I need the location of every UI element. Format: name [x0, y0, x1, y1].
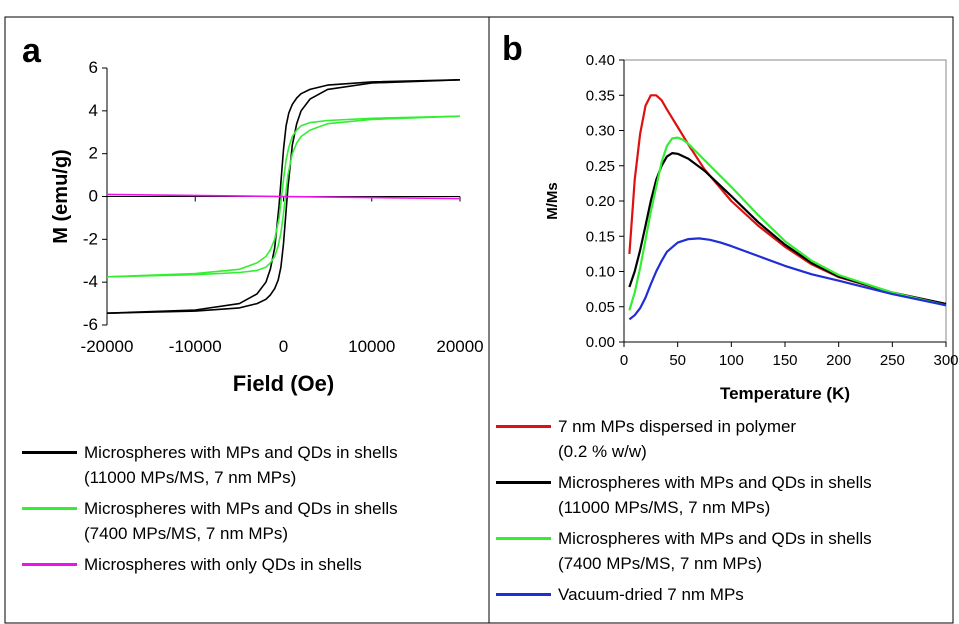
- legend-item: Microspheres with MPs and QDs in shells (…: [22, 496, 487, 546]
- y-tick-label: 0.35: [586, 87, 615, 104]
- y-tick-label: 6: [89, 58, 98, 77]
- legend-label: Microspheres with only QDs in shells: [84, 555, 362, 574]
- series-line: [628, 94, 947, 305]
- y-tick-label: 0.00: [586, 334, 615, 351]
- y-tick-label: 0.25: [586, 158, 615, 175]
- panel-a: a 6 4 2 0 -2 -4 -6 -20000 -10000 0 10000 20000 Field…: [22, 32, 484, 396]
- legend-item: Microspheres with MPs and QDs in shells (…: [496, 470, 956, 520]
- y-axis-title: M/Ms: [544, 182, 561, 220]
- y-tick-label: -2: [83, 229, 98, 248]
- series-1: [628, 94, 947, 305]
- legend-label: (11000 MPs/MS, 7 nm MPs): [558, 498, 771, 517]
- legend-item: Microspheres with only QDs in shells: [22, 552, 487, 577]
- y-tick-label: 2: [89, 144, 98, 163]
- plot-area-a: 6 4 2 0 -2 -4 -6 -20000 -10000 0 10000 20000 Field (…: [50, 58, 484, 396]
- x-tick-label: 0: [620, 352, 628, 369]
- legend-swatch: [496, 425, 551, 428]
- legend-label: (11000 MPs/MS, 7 nm MPs): [84, 468, 297, 487]
- legend-item: Microspheres with MPs and QDs in shells (…: [496, 526, 956, 576]
- series-line: [106, 115, 461, 278]
- legend-label: 7 nm MPs dispersed in polymer: [558, 417, 797, 436]
- legend-a: Microspheres with MPs and QDs in shells (…: [22, 440, 487, 583]
- legend-label: Microspheres with MPs and QDs in shells: [84, 443, 398, 462]
- y-tick-label: 0.40: [586, 52, 615, 69]
- legend-item: Microspheres with MPs and QDs in shells (…: [22, 440, 487, 490]
- legend-label: Microspheres with MPs and QDs in shells: [84, 499, 398, 518]
- legend-label: Microspheres with MPs and QDs in shells: [558, 529, 872, 548]
- legend-swatch: [22, 451, 77, 454]
- series-line: [106, 79, 461, 314]
- panel-b: b 0.40 0.35 0.30 0.25 0.20 0.15 0.10 0.05 0.00 0 5…: [502, 30, 959, 403]
- x-tick-label: -10000: [169, 337, 222, 356]
- x-tick-label: 20000: [436, 337, 483, 356]
- panel-label-a: a: [22, 32, 42, 70]
- y-tick-label: 0: [89, 187, 98, 206]
- panel-label-b: b: [502, 30, 523, 68]
- y-tick-label: 0.15: [586, 228, 615, 245]
- legend-label: (0.2 % w/w): [558, 442, 647, 461]
- legend-label: (7400 MPs/MS, 7 nm MPs): [84, 524, 289, 543]
- legend-swatch: [496, 481, 551, 484]
- legend-b: 7 nm MPs dispersed in polymer (0.2 % w/w)…: [496, 414, 956, 613]
- legend-item: 7 nm MPs dispersed in polymer (0.2 % w/w): [496, 414, 956, 464]
- y-tick-label: 0.10: [586, 264, 615, 281]
- series-line: [106, 115, 461, 278]
- y-tick-label: -4: [83, 272, 98, 291]
- legend-label: Vacuum-dried 7 nm MPs: [558, 585, 744, 604]
- y-tick-label: 0.20: [586, 193, 615, 210]
- x-tick-label: 150: [772, 352, 797, 369]
- series-line: [628, 237, 947, 321]
- series-3: [106, 193, 461, 200]
- x-tick-label: 100: [719, 352, 744, 369]
- legend-item: Vacuum-dried 7 nm MPs: [496, 582, 956, 607]
- legend-label: (7400 MPs/MS, 7 nm MPs): [558, 554, 763, 573]
- series-2: [106, 115, 461, 278]
- series-4: [628, 237, 947, 321]
- x-axis-title: Temperature (K): [720, 384, 850, 403]
- series-line: [628, 136, 947, 311]
- x-tick-label: -20000: [81, 337, 134, 356]
- y-axis-title: M (emu/g): [50, 149, 72, 243]
- plot-area-b: 0.40 0.35 0.30 0.25 0.20 0.15 0.10 0.05 0.00 0 50 1…: [544, 52, 959, 403]
- y-tick-label: -6: [83, 315, 98, 334]
- series-3: [628, 136, 947, 311]
- x-tick-label: 200: [826, 352, 851, 369]
- figure-border: [4, 16, 954, 624]
- legend-swatch: [22, 563, 77, 566]
- plot-frame: [623, 59, 947, 343]
- y-tick-label: 0.05: [586, 299, 615, 316]
- x-tick-label: 0: [279, 337, 288, 356]
- series-line: [106, 79, 461, 314]
- legend-label: Microspheres with MPs and QDs in shells: [558, 473, 872, 492]
- y-tick-label: 4: [89, 101, 98, 120]
- series-line: [106, 193, 461, 200]
- x-tick-label: 250: [880, 352, 905, 369]
- series-2: [628, 152, 947, 305]
- series-1: [106, 79, 461, 314]
- legend-swatch: [496, 593, 551, 596]
- x-axis-title: Field (Oe): [233, 371, 334, 396]
- y-tick-label: 0.30: [586, 123, 615, 140]
- series-line: [628, 152, 947, 305]
- legend-swatch: [22, 507, 77, 510]
- x-tick-label: 10000: [348, 337, 395, 356]
- x-tick-label: 50: [669, 352, 686, 369]
- x-tick-label: 300: [933, 352, 958, 369]
- legend-swatch: [496, 537, 551, 540]
